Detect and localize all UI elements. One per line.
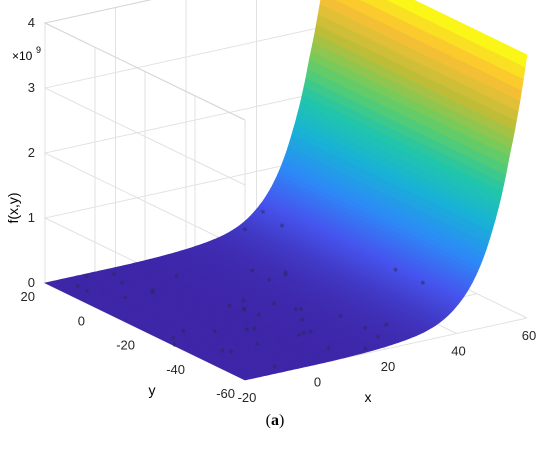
star-marker	[283, 272, 288, 277]
y-tick-label: 0	[78, 313, 85, 328]
star-marker	[171, 335, 176, 340]
star-marker	[242, 227, 248, 232]
star-marker	[172, 342, 177, 347]
star-marker	[375, 334, 381, 339]
surface-mesh	[44, 0, 528, 381]
caption-letter: a	[271, 412, 279, 429]
star-marker	[256, 312, 262, 317]
star-marker	[363, 346, 368, 351]
star-marker	[298, 306, 303, 312]
star-marker	[122, 295, 128, 300]
star-marker	[75, 284, 80, 289]
z-tick-label: 1	[28, 210, 35, 225]
star-marker	[338, 313, 343, 319]
star-marker	[301, 330, 307, 336]
star-marker	[181, 328, 186, 334]
star-marker	[384, 322, 389, 327]
star-marker	[227, 303, 232, 308]
x-tick-label: 20	[381, 359, 395, 374]
y-tick-label: -60	[216, 386, 235, 401]
z-tick-label: 3	[28, 80, 35, 95]
y-tick-label: -40	[166, 362, 185, 377]
surface-strip	[335, 0, 524, 91]
star-marker	[252, 326, 257, 331]
star-marker	[272, 364, 277, 369]
star-marker	[420, 280, 425, 285]
figure-caption: (a)	[265, 412, 285, 429]
star-marker	[241, 298, 246, 303]
z-tick-label: 4	[28, 15, 35, 30]
star-marker	[326, 346, 331, 351]
star-marker	[84, 288, 90, 294]
y-axis-label: y	[149, 382, 156, 398]
y-tick-label: 20	[21, 289, 35, 304]
star-marker	[300, 317, 305, 322]
star-marker	[279, 223, 285, 228]
z-tick-label: 2	[28, 145, 35, 160]
star-marker	[111, 271, 117, 277]
x-axis-label: x	[365, 389, 372, 405]
x-tick-label: 0	[314, 375, 321, 390]
x-tick-label: -20	[238, 390, 257, 405]
star-marker	[308, 329, 313, 334]
axis-box-top	[43, 0, 246, 121]
star-marker	[283, 270, 288, 275]
star-marker	[84, 273, 89, 279]
star-marker	[212, 328, 218, 334]
star-marker	[244, 327, 249, 332]
x-tick-label: 60	[522, 328, 536, 343]
star-marker	[393, 267, 398, 272]
surface-strip	[360, 0, 526, 80]
star-marker	[260, 209, 266, 214]
scatter-markers	[75, 209, 425, 369]
star-marker	[220, 348, 225, 353]
z-axis-label: f(x,y)	[5, 192, 21, 223]
star-marker	[267, 277, 272, 282]
surface-strip	[319, 0, 523, 102]
star-marker	[296, 332, 302, 338]
x-tick-label: 40	[451, 344, 465, 359]
star-marker	[150, 290, 155, 295]
star-marker	[242, 307, 247, 312]
star-marker	[271, 301, 277, 306]
star-marker	[250, 268, 255, 273]
z-tick-label: 0	[28, 275, 35, 290]
surface-strip	[386, 0, 528, 68]
star-marker	[362, 325, 368, 330]
star-marker	[255, 341, 260, 347]
z-exponent: 9	[36, 45, 41, 55]
star-marker	[119, 280, 125, 285]
star-marker	[228, 349, 234, 354]
z-exponent-base: ×10	[12, 49, 33, 63]
star-marker	[174, 274, 179, 279]
star-marker	[293, 306, 299, 312]
y-tick-label: -20	[116, 338, 135, 353]
